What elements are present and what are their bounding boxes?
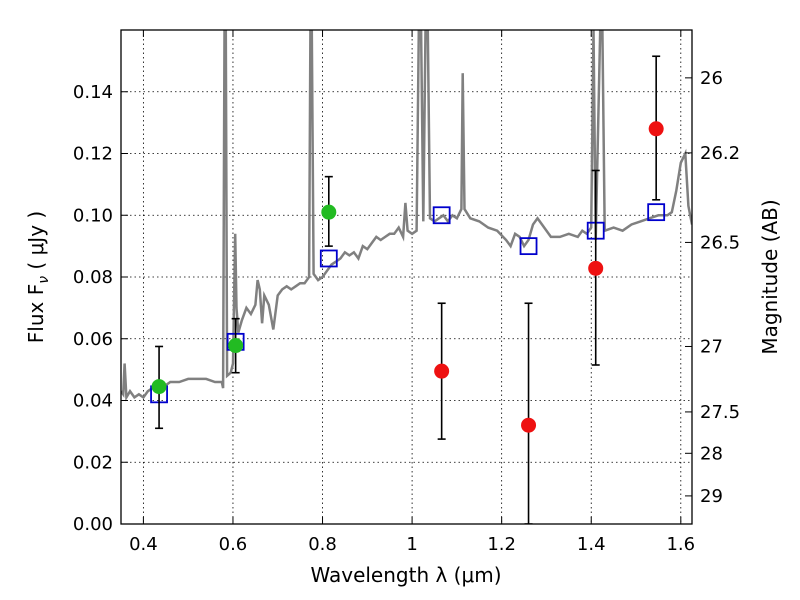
y2-tick-label: 27 <box>700 336 723 357</box>
model-photometry-square <box>319 249 338 268</box>
green-point <box>321 204 337 220</box>
x-axis-label: Wavelength λ (μm) <box>310 563 501 587</box>
y-tick-label: 0.00 <box>73 514 113 535</box>
y2-tick-label: 26 <box>700 68 723 89</box>
model-photometry-square <box>519 237 538 256</box>
red-point <box>521 417 537 433</box>
model-photometry-square <box>432 206 451 225</box>
plot-area <box>121 30 692 524</box>
y-tick-label: 0.08 <box>73 267 113 288</box>
green-point <box>228 338 244 354</box>
x-tick-label: 1.2 <box>487 534 516 555</box>
red-point <box>648 121 664 137</box>
y-axis-label: Flux Fν ( μJy ) <box>24 211 52 343</box>
y2-axis-label: Magnitude (AB) <box>758 199 782 354</box>
y2-tick-label: 29 <box>700 486 723 507</box>
y-axis: 0.00 0.02 0.04 0.06 0.08 0.10 0.12 0.14 <box>73 82 128 535</box>
y-tick-label: 0.10 <box>73 205 113 226</box>
y-axis-label-sub: ν <box>36 276 52 284</box>
y-tick-label: 0.12 <box>73 144 113 165</box>
x-tick-label: 1 <box>406 534 417 555</box>
y2-tick-label: 28 <box>700 443 723 464</box>
y-tick-label: 0.06 <box>73 329 113 350</box>
y2-axis: 26 26.2 26.5 27 27.5 28 29 <box>685 68 740 507</box>
grid <box>121 30 692 525</box>
red-point <box>434 363 450 379</box>
y-axis-label-unit: ( μJy ) <box>24 211 48 276</box>
red-point <box>588 260 604 276</box>
x-tick-label: 0.6 <box>219 534 248 555</box>
y2-tick-label: 27.5 <box>700 402 740 423</box>
green-point <box>151 379 167 395</box>
y2-tick-label: 26.5 <box>700 232 740 253</box>
x-tick-label: 0.8 <box>308 534 337 555</box>
y-tick-label: 0.04 <box>73 391 113 412</box>
y-tick-label: 0.02 <box>73 452 113 473</box>
x-tick-label: 1.6 <box>666 534 695 555</box>
y-tick-label: 0.14 <box>73 82 113 103</box>
error-bars <box>155 55 661 524</box>
y2-tick-label: 26.2 <box>700 143 740 164</box>
x-axis: 0.4 0.6 0.8 1 1.2 1.4 1.6 <box>129 30 695 555</box>
spectrum-line <box>121 30 692 402</box>
x-tick-label: 0.4 <box>129 534 158 555</box>
x-tick-label: 1.4 <box>577 534 606 555</box>
photometry-points <box>151 121 664 433</box>
model-photometry-square <box>647 203 666 222</box>
